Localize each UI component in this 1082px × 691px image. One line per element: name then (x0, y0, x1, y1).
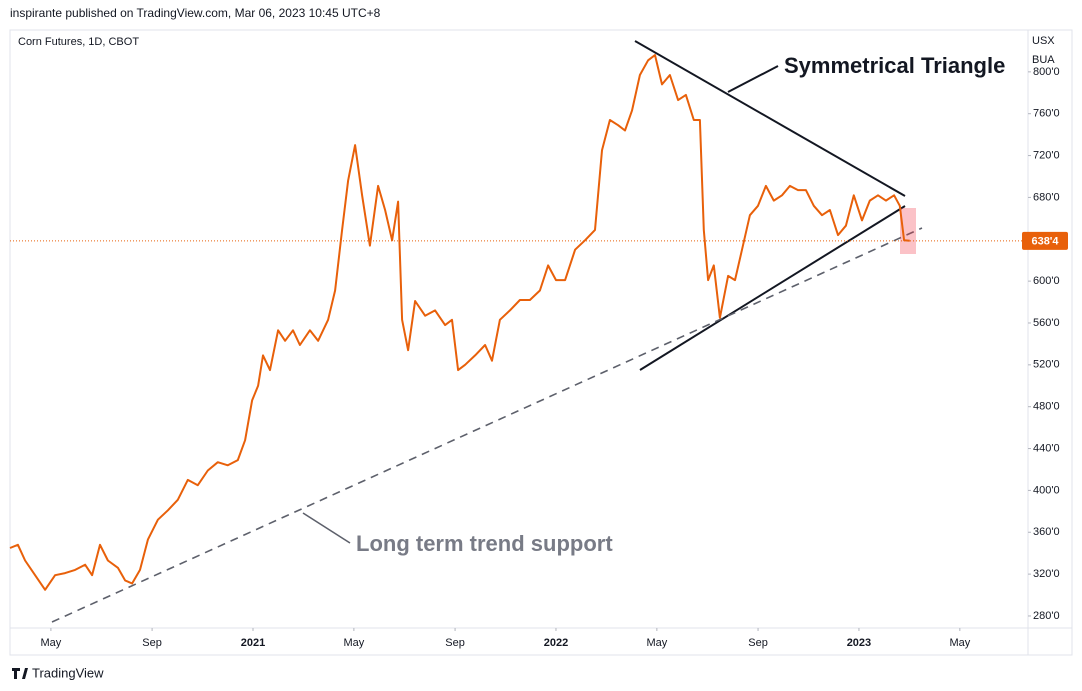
x-tick-label: May (646, 637, 667, 649)
y-tick-label: 280'0 (1033, 610, 1060, 622)
annotation: Symmetrical Triangle (784, 53, 1005, 78)
x-tick-label: 2023 (847, 637, 871, 649)
triangle-lower (639, 205, 906, 371)
frame (9, 29, 1073, 656)
symbol-title: Corn Futures, 1D, CBOT (18, 36, 139, 48)
y-tick-label: 720'0 (1033, 149, 1060, 161)
last-price-badge (1022, 231, 1068, 250)
x-tick-label: Sep (445, 637, 465, 649)
unit: BUA (1032, 54, 1055, 66)
y-tick-label: 680'0 (1033, 191, 1060, 203)
support-line (51, 227, 923, 623)
y-tick-label: 800'0 (1033, 66, 1060, 78)
y-tick-label: 440'0 (1033, 442, 1060, 454)
y-tick-label: 520'0 (1033, 359, 1060, 371)
x-tick-label: 2021 (241, 637, 265, 649)
last-price-label: 638'4 (1031, 236, 1059, 248)
brand: TradingView (32, 665, 104, 680)
y-tick-label: 400'0 (1033, 484, 1060, 496)
x-tick-label: May (343, 637, 364, 649)
price-line (9, 54, 910, 591)
y-tick-label: 760'0 (1033, 108, 1060, 120)
y-tick-label: 560'0 (1033, 317, 1060, 329)
currency: USX (1032, 35, 1055, 47)
logo-box (1031, 664, 1049, 682)
y-tick-label: 320'0 (1033, 568, 1060, 580)
plot: 280'0 320'0 360'0 400'0 440'0 480'0 520'0 560'0… (9, 54, 1068, 649)
callout-line (302, 512, 351, 544)
y-tick-label: 480'0 (1033, 401, 1060, 413)
logo (12, 668, 28, 679)
y-tick-label: 360'0 (1033, 526, 1060, 538)
annotation: Long term trend support (356, 531, 613, 556)
x-tick-label: May (949, 637, 970, 649)
published-note: inspirante published on TradingView.com,… (10, 6, 381, 20)
highlight (900, 208, 916, 254)
x-tick-label: 2022 (544, 637, 568, 649)
x-tick-label: Sep (142, 637, 162, 649)
x-tick-label: Sep (748, 637, 768, 649)
callout-line (727, 65, 779, 93)
y-tick-label: 600'0 (1033, 275, 1060, 287)
triangle-upper (634, 40, 906, 197)
x-tick-label: May (41, 637, 62, 649)
